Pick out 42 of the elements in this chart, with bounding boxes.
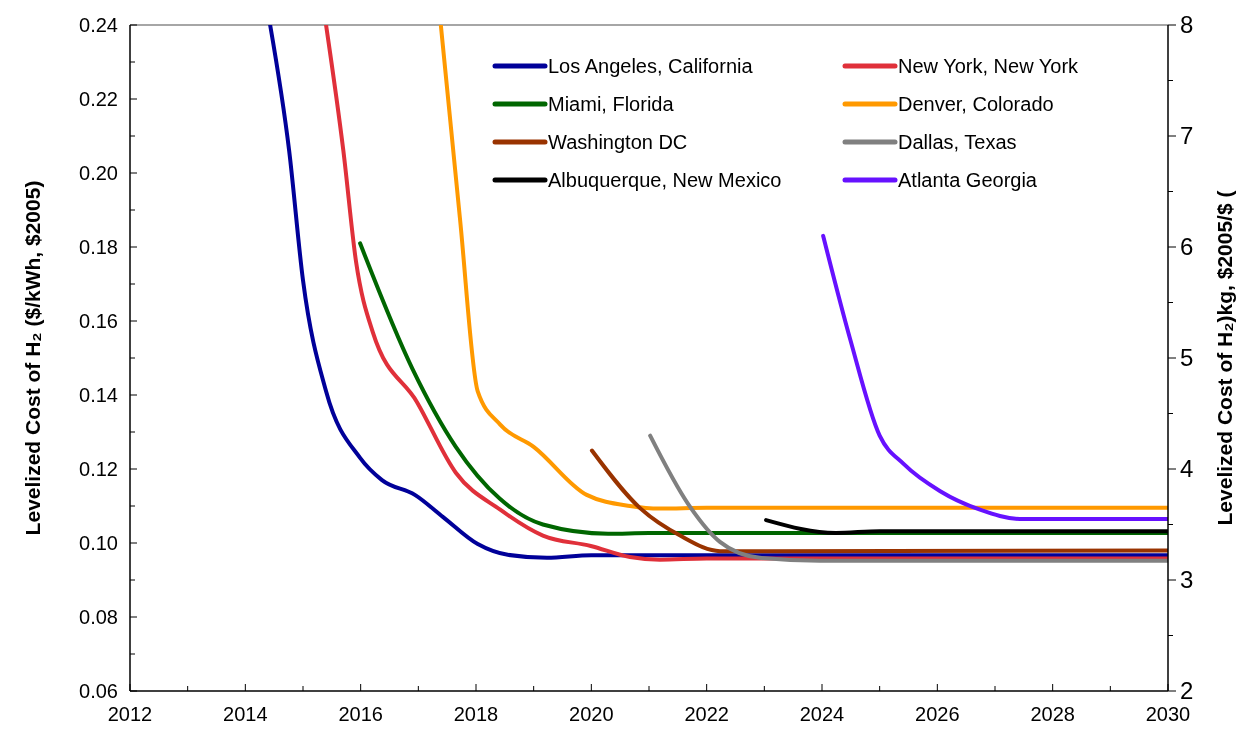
x-tick-label: 2026 [915,703,960,725]
x-tick-label: 2028 [1030,703,1075,725]
legend-label: Dallas, Texas [898,131,1017,153]
y-tick-label: 0.18 [79,236,118,258]
x-tick-label: 2014 [223,703,268,725]
line-series [438,25,1168,511]
legend-label: Denver, Colorado [898,93,1054,115]
y-tick-label: 0.16 [79,310,118,332]
y-tick-label: 0.08 [79,606,118,628]
y-tick-label: 0.06 [79,680,118,702]
x-tick-label: 2012 [107,703,153,725]
y-tick-label: 0.20 [79,162,118,184]
legend-label: Atlanta Georgia [898,169,1038,191]
y2-tick-label: 2 [1180,677,1194,704]
line-series [648,433,1168,563]
y-tick-label: 0.24 [79,14,118,36]
y-tick-label: 0.10 [79,532,118,554]
x-tick-label: 2018 [453,703,499,725]
y2-tick-label: 3 [1180,566,1194,593]
y2-tick-label: 8 [1180,11,1194,38]
x-tick-label: 2016 [338,703,383,725]
y-tick-label: 0.14 [79,384,118,406]
y2-tick-label: 5 [1180,344,1194,371]
x-tick-label: 2030 [1145,703,1191,725]
legend-label: Miami, Florida [548,93,675,115]
legend-label: New York, New York [898,55,1080,77]
y-axis-title: Levelized Cost of H₂ ($/kWh, $2005) [21,180,44,536]
x-tick-label: 2022 [684,703,729,725]
x-tick-label: 2020 [569,703,614,725]
y2-tick-label: 6 [1180,233,1194,260]
line-series [821,233,1168,521]
legend-label: Los Angeles, California [548,55,754,77]
legend-label: Washington DC [548,131,688,153]
line-series [358,241,1168,536]
x-tick-label: 2024 [799,703,845,725]
legend-label: Albuquerque, New Mexico [548,169,782,191]
y2-axis-title: Levelized Cost of H₂)kg, $2005/$ ( [1213,190,1236,526]
y2-tick-label: 4 [1180,455,1194,482]
y-tick-label: 0.22 [79,88,118,110]
y2-tick-label: 7 [1180,122,1194,149]
line-series [589,448,1168,554]
y-tick-label: 0.12 [79,458,118,480]
